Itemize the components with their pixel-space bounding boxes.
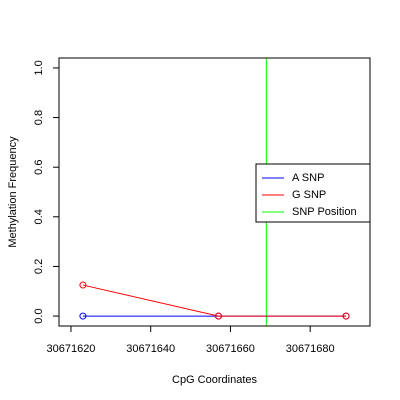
- g-snp-point: [214, 312, 222, 320]
- g-snp-point: [79, 281, 87, 289]
- y-tick-label: 0.0: [33, 308, 45, 323]
- x-tick-label: 30671680: [286, 343, 335, 355]
- y-tick-label: 1.0: [33, 60, 45, 75]
- g-snp-point: [342, 312, 350, 320]
- legend-label-g-snp: G SNP: [292, 189, 326, 201]
- x-tick-label: 30671640: [126, 343, 175, 355]
- g-snp-line: [82, 284, 347, 317]
- legend-label-snp-position: SNP Position: [292, 206, 357, 218]
- x-tick-label: 30671620: [46, 343, 95, 355]
- y-axis-label: Methylation Frequency: [7, 136, 19, 248]
- y-tick-label: 0.2: [33, 259, 45, 274]
- y-tick-label: 0.6: [33, 160, 45, 175]
- x-axis-label: CpG Coordinates: [172, 374, 257, 386]
- y-axis: 0.0 0.2 0.4 0.6 0.8 1.0: [33, 60, 60, 324]
- x-axis: 30671620 30671640 30671660 30671680: [46, 325, 335, 355]
- a-snp-point: [79, 312, 87, 320]
- legend: A SNP G SNP SNP Position: [255, 163, 371, 223]
- y-tick-label: 0.4: [33, 209, 45, 224]
- x-tick-label: 30671660: [206, 343, 255, 355]
- y-tick-label: 0.8: [33, 110, 45, 125]
- legend-label-a-snp: A SNP: [292, 172, 324, 184]
